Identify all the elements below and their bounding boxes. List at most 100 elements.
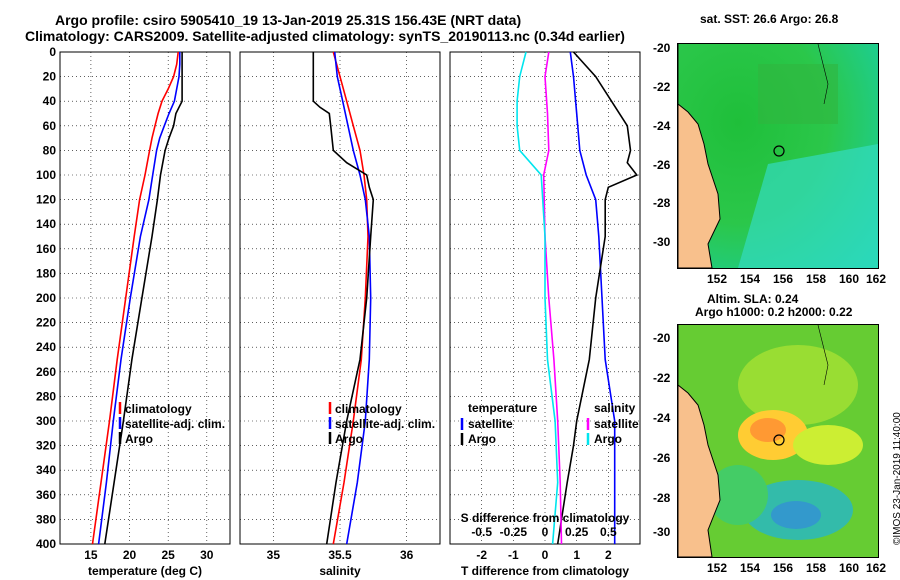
x-tick-label: -1 bbox=[508, 548, 519, 562]
sst-map bbox=[677, 43, 879, 269]
y-tick-label: 40 bbox=[43, 94, 57, 108]
y-tick-label: 0 bbox=[49, 45, 56, 59]
sst-xtick: 160 bbox=[839, 272, 860, 286]
temperature-panel: 0 20 40 60 80 100 120 140 160 180 200 220 240 260 280 3… bbox=[36, 45, 231, 578]
sst-xtick: 162 bbox=[866, 272, 887, 286]
x-tick-label: 0 bbox=[542, 548, 549, 562]
y-tick-label: 320 bbox=[36, 439, 56, 453]
sla-ytick: -26 bbox=[653, 451, 671, 465]
sst-ytick: -24 bbox=[653, 119, 671, 133]
series-line bbox=[104, 52, 183, 545]
sst-ytick: -20 bbox=[653, 41, 671, 55]
legend-label: satellite bbox=[468, 417, 513, 431]
x-tick-label: 36 bbox=[400, 548, 414, 562]
legend-title: salinity bbox=[594, 401, 636, 415]
sla-xtick: 158 bbox=[806, 561, 827, 575]
y-tick-label: 60 bbox=[43, 119, 57, 133]
sst-ytick: -28 bbox=[653, 196, 671, 210]
x-tick-label: 35 bbox=[267, 548, 281, 562]
y-tick-label: 300 bbox=[36, 414, 56, 428]
series-line bbox=[516, 51, 559, 545]
sla-xtick: 156 bbox=[773, 561, 794, 575]
y-tick-label: 120 bbox=[36, 193, 56, 207]
legend-label: climatology bbox=[335, 402, 402, 416]
y-tick-label: 80 bbox=[43, 143, 57, 157]
sla-xtick: 152 bbox=[707, 561, 728, 575]
difference-panel: -2 -1 0 1 2 T difference from climatology -0.5… bbox=[449, 51, 641, 578]
series-line bbox=[91, 51, 179, 545]
y-tick-label: 260 bbox=[36, 365, 56, 379]
sla-xtick: 154 bbox=[740, 561, 761, 575]
x-tick-label: 25 bbox=[162, 548, 176, 562]
legend-label: Argo bbox=[125, 432, 153, 446]
series-line bbox=[333, 51, 372, 545]
sla-xtick: 162 bbox=[866, 561, 887, 575]
legend-label: Argo bbox=[468, 432, 496, 446]
salinity-panel: 35 35.5 36 salinity climatologysatellite-adj… bbox=[239, 51, 441, 578]
legend-label: climatology bbox=[125, 402, 192, 416]
sla-map-title1: Altim. SLA: 0.24 bbox=[707, 292, 799, 306]
sla-ytick: -30 bbox=[653, 525, 671, 539]
y-tick-label: 360 bbox=[36, 488, 56, 502]
series-line bbox=[556, 51, 639, 545]
y-tick-label: 220 bbox=[36, 316, 56, 330]
y-tick-label: 340 bbox=[36, 463, 56, 477]
y-tick-label: 20 bbox=[43, 70, 57, 84]
legend-label: Argo bbox=[335, 432, 363, 446]
y-tick-label: 280 bbox=[36, 389, 56, 403]
x-tick-label: 20 bbox=[123, 548, 137, 562]
series-line bbox=[312, 52, 375, 545]
sla-map bbox=[677, 324, 879, 558]
argo-location-marker bbox=[773, 434, 785, 446]
x-axis-label: T difference from climatology bbox=[461, 564, 629, 578]
series-line bbox=[97, 52, 181, 545]
sst-map-image bbox=[678, 44, 878, 268]
legend-label: satellite-adj. clim. bbox=[335, 417, 435, 431]
x2-tick-label: 0 bbox=[542, 525, 549, 539]
x2-axis-label: S difference from climatology bbox=[461, 511, 630, 525]
sst-map-title: sat. SST: 26.6 Argo: 26.8 bbox=[700, 12, 839, 26]
x-tick-label: 1 bbox=[573, 548, 580, 562]
legend-title: temperature bbox=[468, 401, 538, 415]
x-tick-label: 35.5 bbox=[328, 548, 352, 562]
sst-ytick: -26 bbox=[653, 158, 671, 172]
sst-xtick: 156 bbox=[773, 272, 794, 286]
legend-label: satellite-adj. clim. bbox=[125, 417, 225, 431]
x2-tick-label: 0.5 bbox=[600, 525, 617, 539]
legend-label: satellite bbox=[594, 417, 639, 431]
y-tick-label: 140 bbox=[36, 217, 56, 231]
x2-tick-label: -0.5 bbox=[471, 525, 492, 539]
legend-label: Argo bbox=[594, 432, 622, 446]
x-axis-label: salinity bbox=[319, 564, 361, 578]
y-tick-label: 400 bbox=[36, 537, 56, 551]
series-line bbox=[569, 51, 616, 544]
credit-text: ©IMOS 23-Jan-2019 11:40:00 bbox=[892, 412, 900, 545]
sla-ytick: -24 bbox=[653, 411, 671, 425]
sla-ytick: -28 bbox=[653, 491, 671, 505]
y-tick-label: 380 bbox=[36, 512, 56, 526]
x-axis-label: temperature (deg C) bbox=[88, 564, 202, 578]
y-tick-label: 160 bbox=[36, 242, 56, 256]
y-tick-label: 240 bbox=[36, 340, 56, 354]
x-tick-label: 2 bbox=[605, 548, 612, 562]
chart-title-line1: Argo profile: csiro 5905410_19 13-Jan-20… bbox=[55, 12, 522, 28]
x2-tick-label: -0.25 bbox=[500, 525, 528, 539]
sst-xtick: 152 bbox=[707, 272, 728, 286]
sla-ytick: -22 bbox=[653, 371, 671, 385]
x2-tick-label: 0.25 bbox=[565, 525, 589, 539]
x-tick-label: 15 bbox=[84, 548, 98, 562]
sst-ytick: -22 bbox=[653, 80, 671, 94]
y-tick-label: 200 bbox=[36, 291, 56, 305]
sla-ytick: -20 bbox=[653, 331, 671, 345]
argo-location-marker bbox=[773, 145, 785, 157]
sst-xtick: 154 bbox=[740, 272, 761, 286]
sla-xtick: 160 bbox=[839, 561, 860, 575]
y-tick-label: 100 bbox=[36, 168, 56, 182]
x-tick-label: 30 bbox=[200, 548, 214, 562]
sst-xtick: 158 bbox=[806, 272, 827, 286]
sla-map-title2: Argo h1000: 0.2 h2000: 0.22 bbox=[695, 305, 853, 319]
sla-map-image bbox=[678, 325, 878, 557]
x-tick-label: -2 bbox=[476, 548, 487, 562]
sst-ytick: -30 bbox=[653, 235, 671, 249]
